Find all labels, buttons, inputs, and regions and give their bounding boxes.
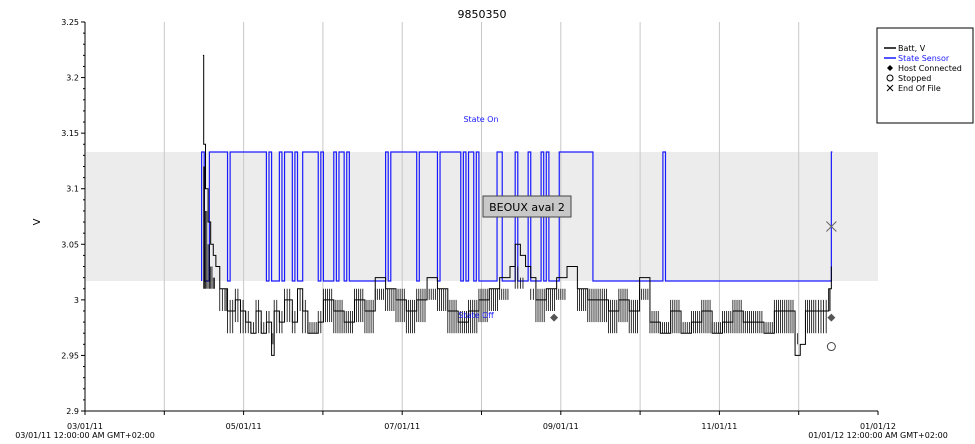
y-tick-label: 3 xyxy=(74,296,79,305)
legend-host-label: Host Connected xyxy=(898,64,962,73)
batt-jitter xyxy=(203,166,831,345)
stopped-marker xyxy=(826,342,836,352)
x-ticks: 03/01/11 05/01/11 07/01/11 09/01/11 11/01/11… xyxy=(67,411,896,431)
state-off-label: State Off xyxy=(458,311,494,320)
y-tick-label: 3.15 xyxy=(61,129,79,138)
y-tick-label: 3.25 xyxy=(61,18,79,27)
x-tick-label: 03/01/11 xyxy=(67,422,103,431)
annotation-background xyxy=(482,195,572,218)
y-tick-label: 3.1 xyxy=(66,185,79,194)
state-on-label: State On xyxy=(463,115,498,124)
legend-host-diamond-icon xyxy=(887,65,893,71)
x-tick-label: 07/01/11 xyxy=(384,422,420,431)
x-tick-label: 01/01/12 xyxy=(860,422,896,431)
x-range-end-label: 01/01/12 12:00:00 AM GMT+02:00 xyxy=(808,431,948,440)
x-tick-label: 05/01/11 xyxy=(226,422,262,431)
x-range-start-label: 03/01/11 12:00:00 AM GMT+02:00 xyxy=(15,431,155,440)
host-connected-marker xyxy=(550,313,559,322)
y-tick-label: 2.9 xyxy=(66,407,79,416)
host-connected-marker xyxy=(827,313,836,322)
legend-eof-x-icon xyxy=(886,84,894,92)
legend: Batt, V State Sensor Host Connected Stop… xyxy=(876,27,974,124)
y-tick-label: 2.95 xyxy=(61,351,79,360)
markers xyxy=(550,221,837,352)
annotation-box: BEOUX aval 2 xyxy=(482,195,572,218)
legend-stopped-label: Stopped xyxy=(898,74,931,83)
legend-state-label: State Sensor xyxy=(898,54,950,63)
legend-eof-label: End Of File xyxy=(898,84,941,93)
legend-batt-label: Batt, V xyxy=(898,44,926,53)
end-of-file-marker xyxy=(825,221,837,232)
series-state-sensor xyxy=(201,151,833,282)
x-tick-label: 11/01/11 xyxy=(701,422,737,431)
annotation-text: BEOUX aval 2 xyxy=(489,201,565,214)
legend-box xyxy=(876,27,974,124)
x-tick-label: 09/01/11 xyxy=(543,422,579,431)
y-ticks: 2.9 2.95 3 3.05 3.1 3.15 3.2 3.25 xyxy=(61,18,85,416)
y-tick-label: 3.05 xyxy=(61,240,79,249)
legend-stopped-circle-icon xyxy=(886,74,894,82)
y-tick-label: 3.2 xyxy=(66,74,79,83)
y-axis-label: V xyxy=(32,218,43,225)
chart-title: 9850350 xyxy=(458,8,507,21)
